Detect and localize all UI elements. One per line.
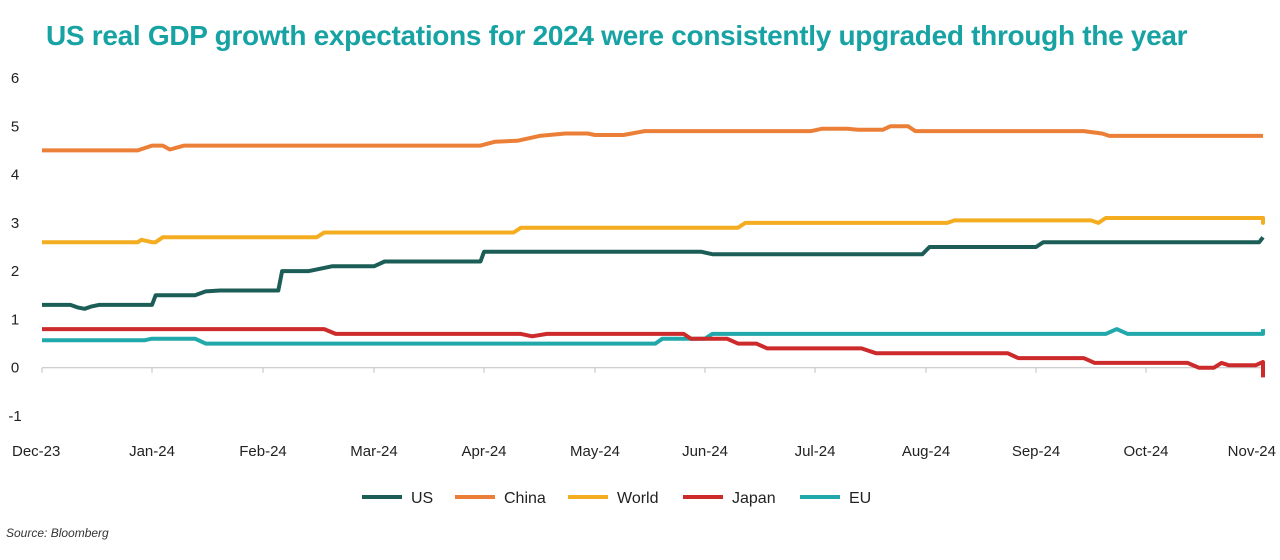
legend-item-us: US <box>362 490 433 507</box>
chart-title: US real GDP growth expectations for 2024… <box>46 20 1188 51</box>
y-tick-label: 5 <box>11 118 19 135</box>
y-tick-label: 6 <box>11 70 19 87</box>
legend-label: US <box>411 490 433 507</box>
x-tick-label: Jan-24 <box>129 443 175 460</box>
x-tick-label: Feb-24 <box>239 443 287 460</box>
y-tick-label: 1 <box>11 311 19 328</box>
y-tick-label: 0 <box>11 360 19 377</box>
y-tick-label: 2 <box>11 263 19 280</box>
legend-label: World <box>617 490 659 507</box>
x-tick-label: Sep-24 <box>1012 443 1060 460</box>
series-line-japan <box>42 327 1265 378</box>
x-tick-label: May-24 <box>570 443 620 460</box>
legend-item-china: China <box>455 490 546 507</box>
x-tick-label: Nov-24 <box>1228 443 1276 460</box>
legend-item-japan: Japan <box>683 490 776 507</box>
x-tick-label: Apr-24 <box>461 443 506 460</box>
series-line-eu <box>42 327 1265 346</box>
source-note: Source: Bloomberg <box>6 526 109 540</box>
series-line-world <box>42 216 1265 245</box>
legend-item-world: World <box>568 490 659 507</box>
x-tick-label: Jul-24 <box>795 443 836 460</box>
series-line-us <box>42 236 1265 311</box>
x-tick-label: Aug-24 <box>902 443 950 460</box>
legend-item-eu: EU <box>800 490 871 507</box>
legend-label: Japan <box>732 490 776 507</box>
y-tick-label: 3 <box>11 215 19 232</box>
series-line-china <box>42 124 1263 153</box>
legend-label: China <box>504 490 546 507</box>
x-tick-label: Dec-23 <box>12 443 60 460</box>
x-tick-label: Oct-24 <box>1123 443 1168 460</box>
legend-label: EU <box>849 490 871 507</box>
x-tick-label: Jun-24 <box>682 443 728 460</box>
x-tick-label: Mar-24 <box>350 443 398 460</box>
y-tick-label: -1 <box>8 408 21 425</box>
y-tick-label: 4 <box>11 167 19 184</box>
